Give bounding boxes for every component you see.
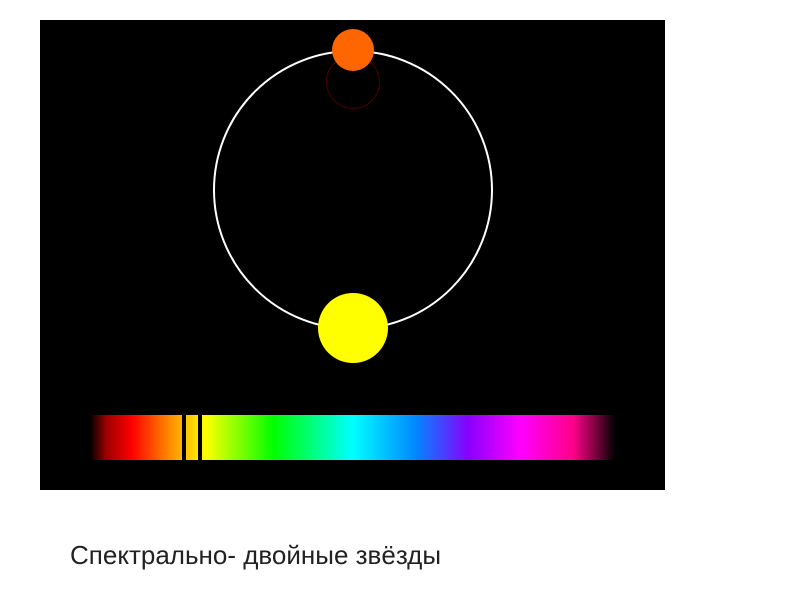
star-top-orange: [332, 29, 374, 71]
star-bottom-yellow: [318, 293, 388, 363]
absorption-line-1: [182, 415, 186, 460]
spectrum-bar: [90, 415, 615, 460]
absorption-line-2: [198, 415, 202, 460]
slide-caption: Спектрально- двойные звёзды: [70, 540, 441, 571]
diagram-container: [40, 20, 665, 490]
